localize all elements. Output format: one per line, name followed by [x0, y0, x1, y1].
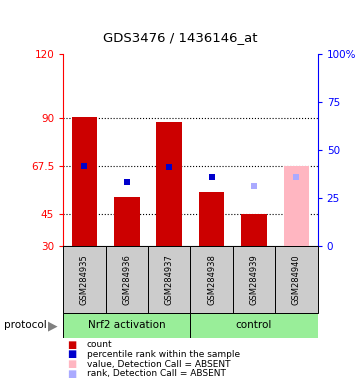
Text: Nrf2 activation: Nrf2 activation [88, 320, 166, 331]
Bar [148, 246, 191, 313]
Text: GSM284940: GSM284940 [292, 254, 301, 305]
Text: count: count [87, 340, 112, 349]
Text: ▶: ▶ [48, 319, 57, 332]
Bar [199, 192, 225, 246]
Bar [156, 122, 182, 246]
Bar [242, 214, 267, 246]
Text: ■: ■ [67, 369, 76, 379]
Text: rank, Detection Call = ABSENT: rank, Detection Call = ABSENT [87, 369, 226, 379]
Text: control: control [236, 320, 272, 331]
Text: percentile rank within the sample: percentile rank within the sample [87, 350, 240, 359]
Bar [63, 246, 105, 313]
Bar [233, 246, 275, 313]
Text: GSM284939: GSM284939 [249, 254, 258, 305]
Text: ■: ■ [67, 349, 76, 359]
Bar [63, 313, 191, 338]
Bar [191, 313, 318, 338]
Text: protocol: protocol [4, 320, 46, 331]
Text: value, Detection Call = ABSENT: value, Detection Call = ABSENT [87, 360, 230, 369]
Bar [105, 246, 148, 313]
Bar [275, 246, 318, 313]
Text: GSM284935: GSM284935 [80, 254, 89, 305]
Text: GDS3476 / 1436146_at: GDS3476 / 1436146_at [103, 31, 258, 44]
Text: GSM284938: GSM284938 [207, 254, 216, 305]
Bar [284, 166, 309, 246]
Text: ■: ■ [67, 339, 76, 349]
Text: GSM284936: GSM284936 [122, 254, 131, 305]
Text: GSM284937: GSM284937 [165, 254, 174, 305]
Text: ■: ■ [67, 359, 76, 369]
Bar [71, 117, 97, 246]
Bar [191, 246, 233, 313]
Bar [114, 197, 139, 246]
